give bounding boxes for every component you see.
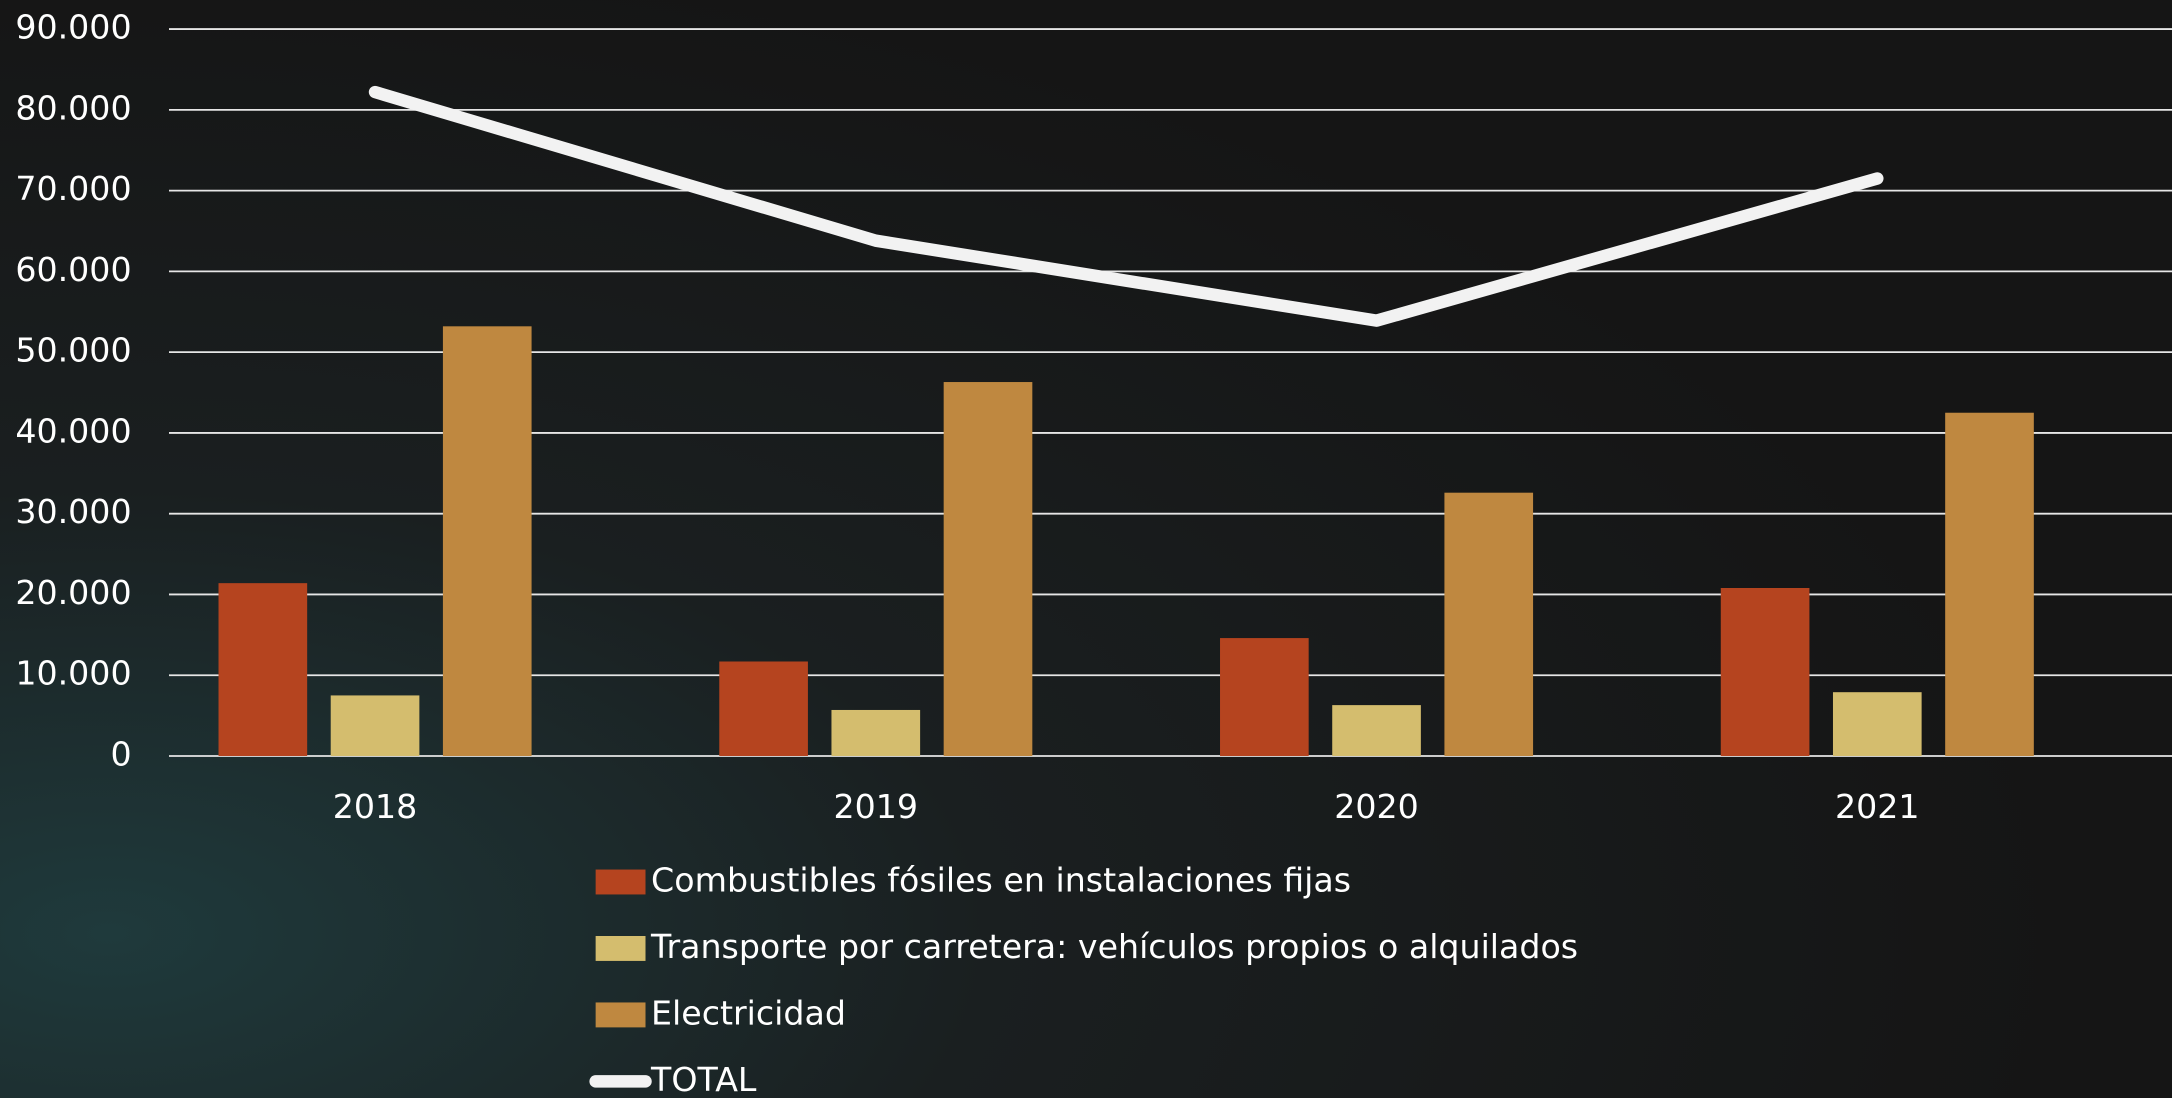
x-tick-label: 2021 bbox=[1835, 787, 1920, 826]
bar bbox=[1444, 492, 1534, 756]
y-tick-label: 60.000 bbox=[15, 250, 131, 289]
bar bbox=[943, 382, 1033, 756]
bar bbox=[1945, 412, 2034, 756]
bar bbox=[330, 695, 420, 756]
y-tick-label: 30.000 bbox=[15, 492, 131, 531]
bar bbox=[831, 709, 921, 756]
bar bbox=[719, 661, 808, 756]
y-tick-label: 20.000 bbox=[15, 573, 131, 612]
y-tick-label: 70.000 bbox=[15, 169, 131, 208]
legend-label: Combustibles fósiles en instalaciones fi… bbox=[651, 861, 1351, 900]
y-tick-label: 50.000 bbox=[15, 331, 131, 370]
y-tick-label: 0 bbox=[110, 735, 131, 774]
bar bbox=[442, 326, 532, 756]
legend-label: Transporte por carretera: vehículos prop… bbox=[650, 927, 1578, 966]
legend-swatch bbox=[595, 1002, 646, 1028]
x-tick-label: 2020 bbox=[1334, 787, 1419, 826]
legend-swatch bbox=[595, 936, 646, 961]
line bbox=[368, 85, 1884, 327]
bar bbox=[218, 583, 308, 756]
y-tick-label: 80.000 bbox=[15, 88, 131, 127]
x-tick-label: 2019 bbox=[834, 787, 919, 826]
bar bbox=[1832, 692, 1922, 756]
bar bbox=[1332, 705, 1421, 756]
y-tick-label: 40.000 bbox=[15, 411, 131, 450]
legend-swatch bbox=[595, 869, 646, 895]
legend-label: TOTAL bbox=[650, 1060, 757, 1098]
y-tick-label: 90.000 bbox=[15, 8, 131, 47]
bar bbox=[1720, 588, 1810, 756]
bar bbox=[1220, 638, 1309, 756]
x-tick-label: 2018 bbox=[333, 787, 418, 826]
legend-label: Electricidad bbox=[651, 993, 846, 1032]
y-tick-label: 10.000 bbox=[15, 654, 131, 693]
